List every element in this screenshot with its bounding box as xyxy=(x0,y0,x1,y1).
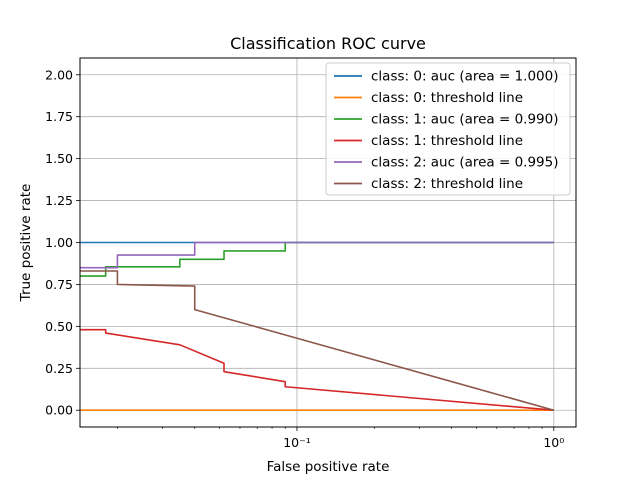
series-line xyxy=(80,270,555,412)
legend-box xyxy=(325,62,571,196)
x-axis-label: False positive rate xyxy=(267,459,390,475)
legend: class: 0: auc (area = 1.000) class: 0: th… xyxy=(325,62,571,196)
legend-entry: class: 0: auc (area = 1.000) xyxy=(371,69,559,85)
legend-entry: class: 0: threshold line xyxy=(371,90,523,106)
y-tick-label: 1.00 xyxy=(45,235,73,250)
axis-ticks: 0.00 0.25 0.50 0.75 1.00 1.25 1.50 1.75 2.00 10⁻¹… xyxy=(45,67,564,450)
legend-entry: class: 1: auc (area = 0.990) xyxy=(371,112,559,128)
y-tick-label: 1.75 xyxy=(45,109,73,124)
legend-entry: class: 1: threshold line xyxy=(371,133,523,149)
y-tick-label: 1.50 xyxy=(45,151,73,166)
x-tick-label: 10⁰ xyxy=(543,435,564,450)
y-tick-label: 2.00 xyxy=(45,67,73,82)
y-tick-label: 0.50 xyxy=(45,319,73,334)
series-line xyxy=(80,328,554,412)
chart-title: Classification ROC curve xyxy=(230,34,426,53)
legend-entry: class: 2: threshold line xyxy=(371,176,523,192)
x-tick-label: 10⁻¹ xyxy=(283,435,311,450)
series-lines xyxy=(80,241,555,412)
series-line xyxy=(80,241,554,269)
y-tick-label: 0.75 xyxy=(45,277,73,292)
y-axis-label: True positive rate xyxy=(18,184,34,303)
legend-entry: class: 2: auc (area = 0.995) xyxy=(371,155,559,171)
y-tick-label: 0.25 xyxy=(45,361,73,376)
y-tick-label: 0.00 xyxy=(45,403,73,418)
y-tick-label: 1.25 xyxy=(45,193,73,208)
